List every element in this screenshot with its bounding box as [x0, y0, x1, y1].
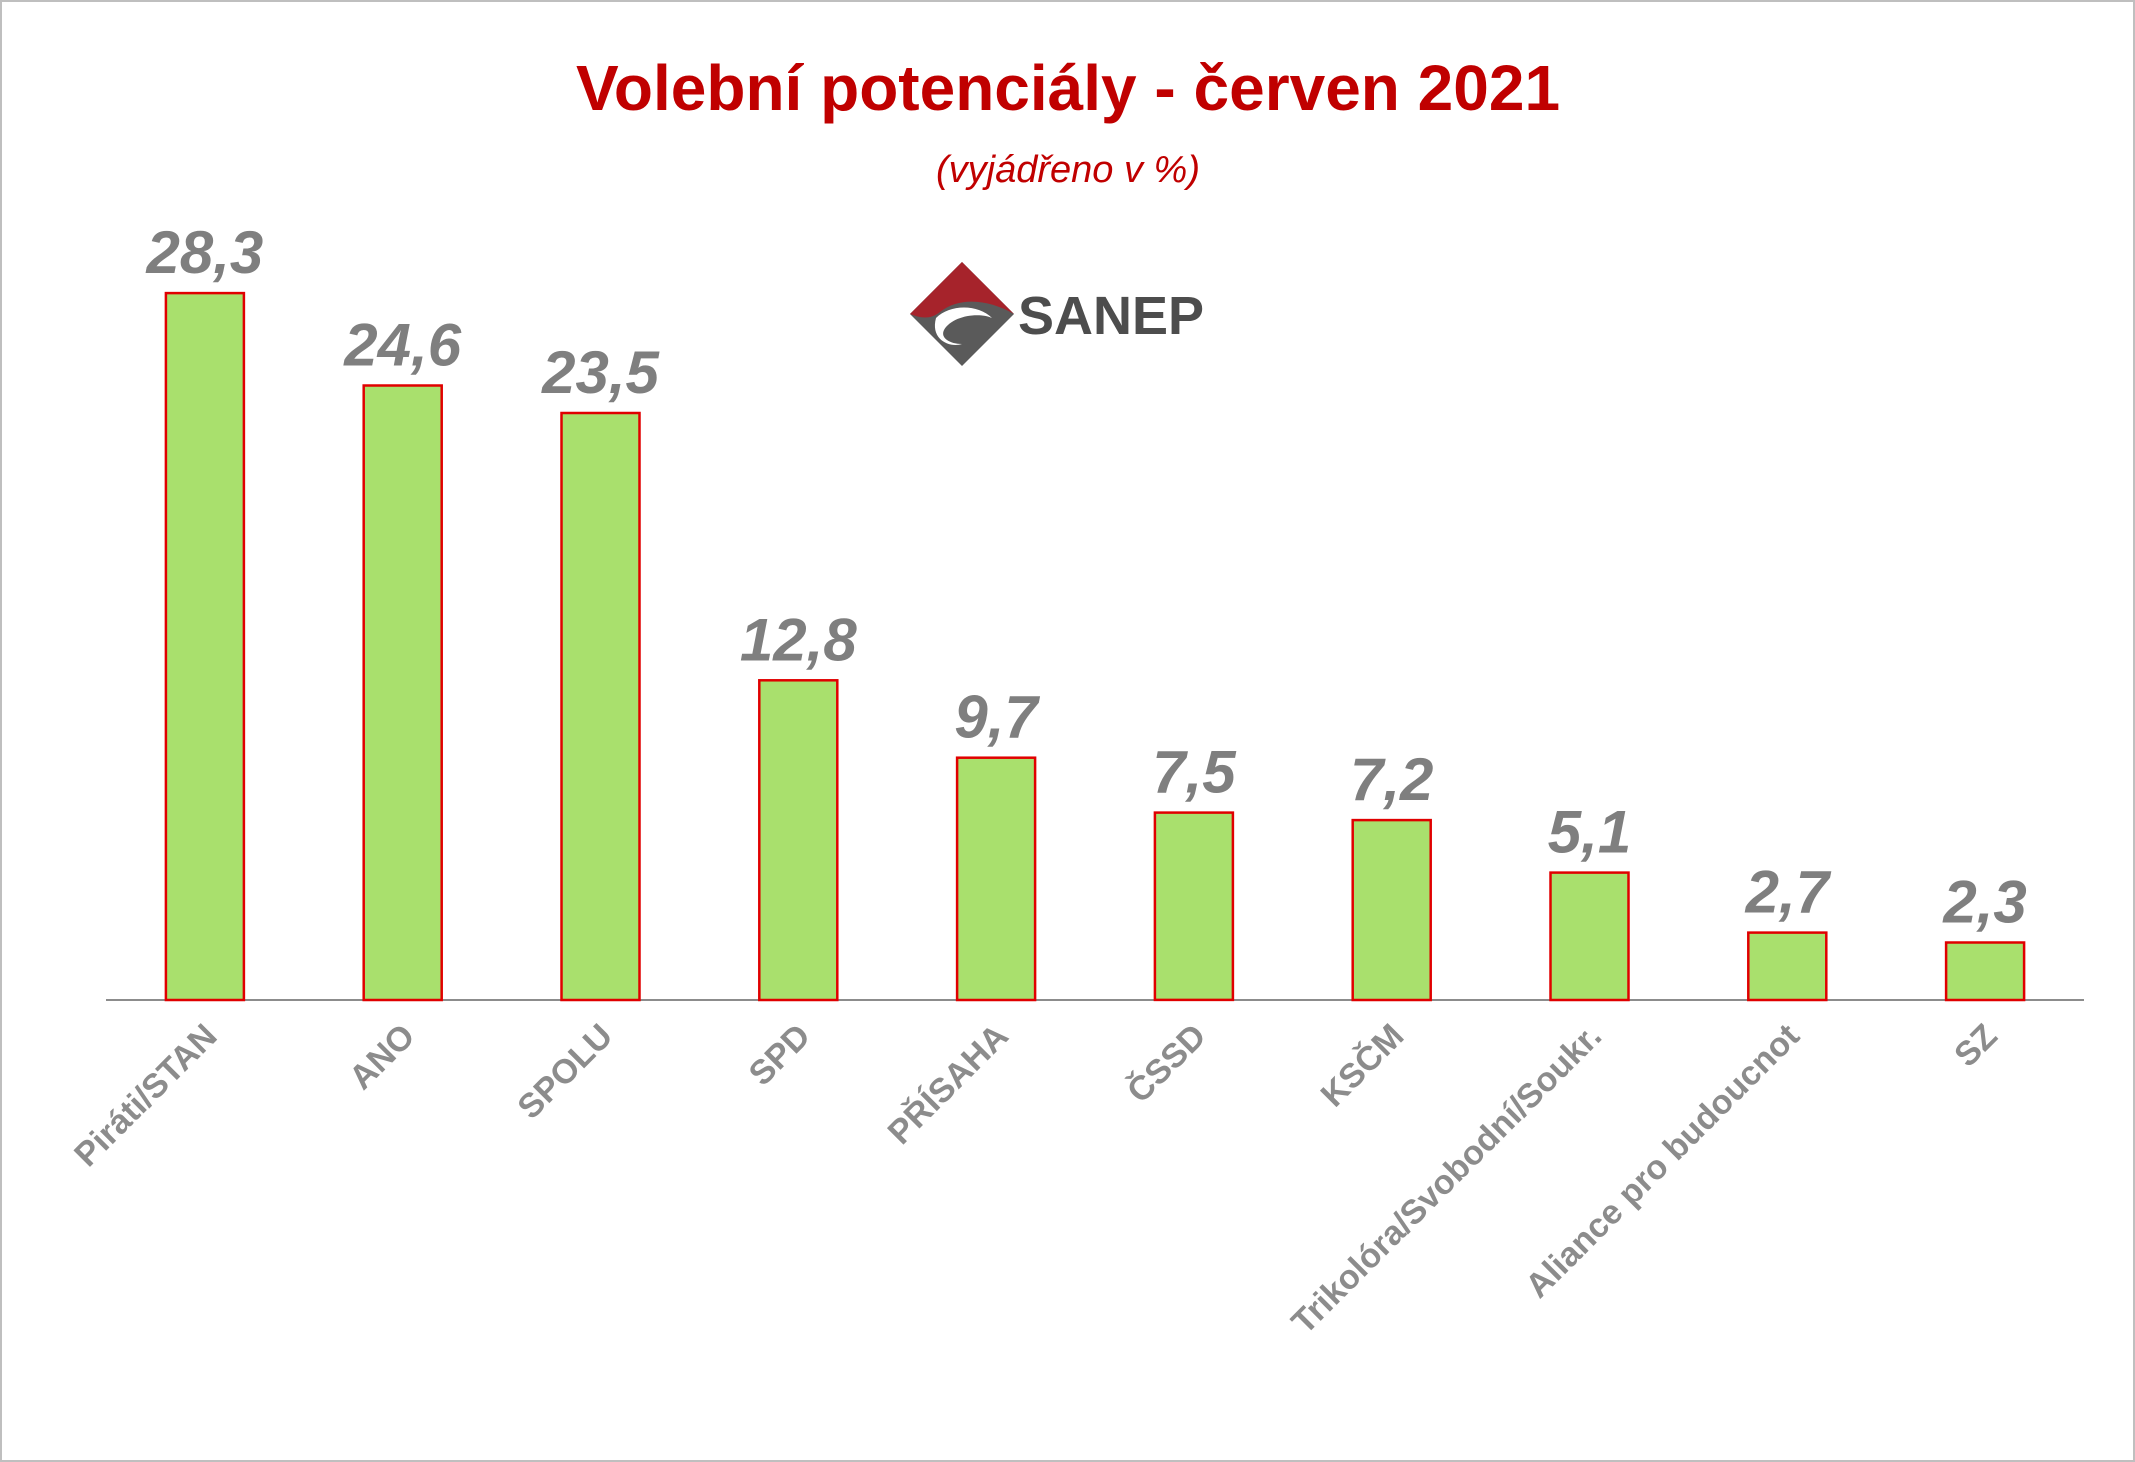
sanep-logo: SANEP	[910, 262, 1204, 366]
bar-8	[1747, 931, 1828, 1002]
bar-9	[1944, 941, 2026, 1002]
bar-2	[560, 411, 641, 1002]
value-label-5: 7,5	[1152, 739, 1237, 806]
value-label-3: 12,8	[740, 606, 857, 673]
category-label-0: Piráti/STAN	[67, 1017, 224, 1174]
value-label-8: 2,7	[1745, 859, 1832, 926]
chart-title: Volební potenciály - červen 2021	[576, 52, 1560, 124]
bar-3	[758, 679, 839, 1002]
value-labels: 28,3 24,6 23,5 12,8 9,7 7,5 7,2 5,1 2,7 2,3	[146, 219, 2027, 935]
category-label-9: SZ	[1947, 1017, 2005, 1075]
category-label-5: ČSSD	[1119, 1016, 1213, 1110]
bar-1	[362, 384, 443, 1002]
category-label-2: SPOLU	[510, 1017, 620, 1127]
value-label-9: 2,3	[1942, 869, 2026, 936]
sanep-diamond-logo-icon	[910, 262, 1014, 366]
bar-0	[164, 291, 246, 1002]
category-label-6: KSČM	[1313, 1016, 1411, 1114]
bars	[164, 291, 2026, 1002]
logo-text: SANEP	[1018, 286, 1204, 346]
category-label-1: ANO	[342, 1017, 422, 1097]
category-label-3: SPD	[742, 1017, 818, 1093]
value-label-1: 24,6	[343, 312, 461, 379]
chart-subtitle: (vyjádřeno v %)	[936, 149, 1200, 191]
value-label-0: 28,3	[146, 219, 264, 286]
bar-7	[1549, 871, 1630, 1002]
value-label-2: 23,5	[541, 339, 660, 406]
bar-6	[1351, 818, 1432, 1002]
bar-4	[955, 756, 1037, 1002]
category-labels: Piráti/STAN ANO SPOLU SPD PŘÍSAHA ČSSD KSČMTri…	[67, 1016, 2005, 1341]
category-label-4: PŘÍSAHA	[881, 1017, 1016, 1152]
value-label-6: 7,2	[1350, 746, 1433, 813]
bar-5	[1153, 811, 1235, 1002]
value-label-4: 9,7	[954, 684, 1040, 751]
value-label-7: 5,1	[1548, 799, 1631, 866]
category-label-7: Trikolóra/Svobodní/Soukr.	[1284, 1017, 1609, 1342]
